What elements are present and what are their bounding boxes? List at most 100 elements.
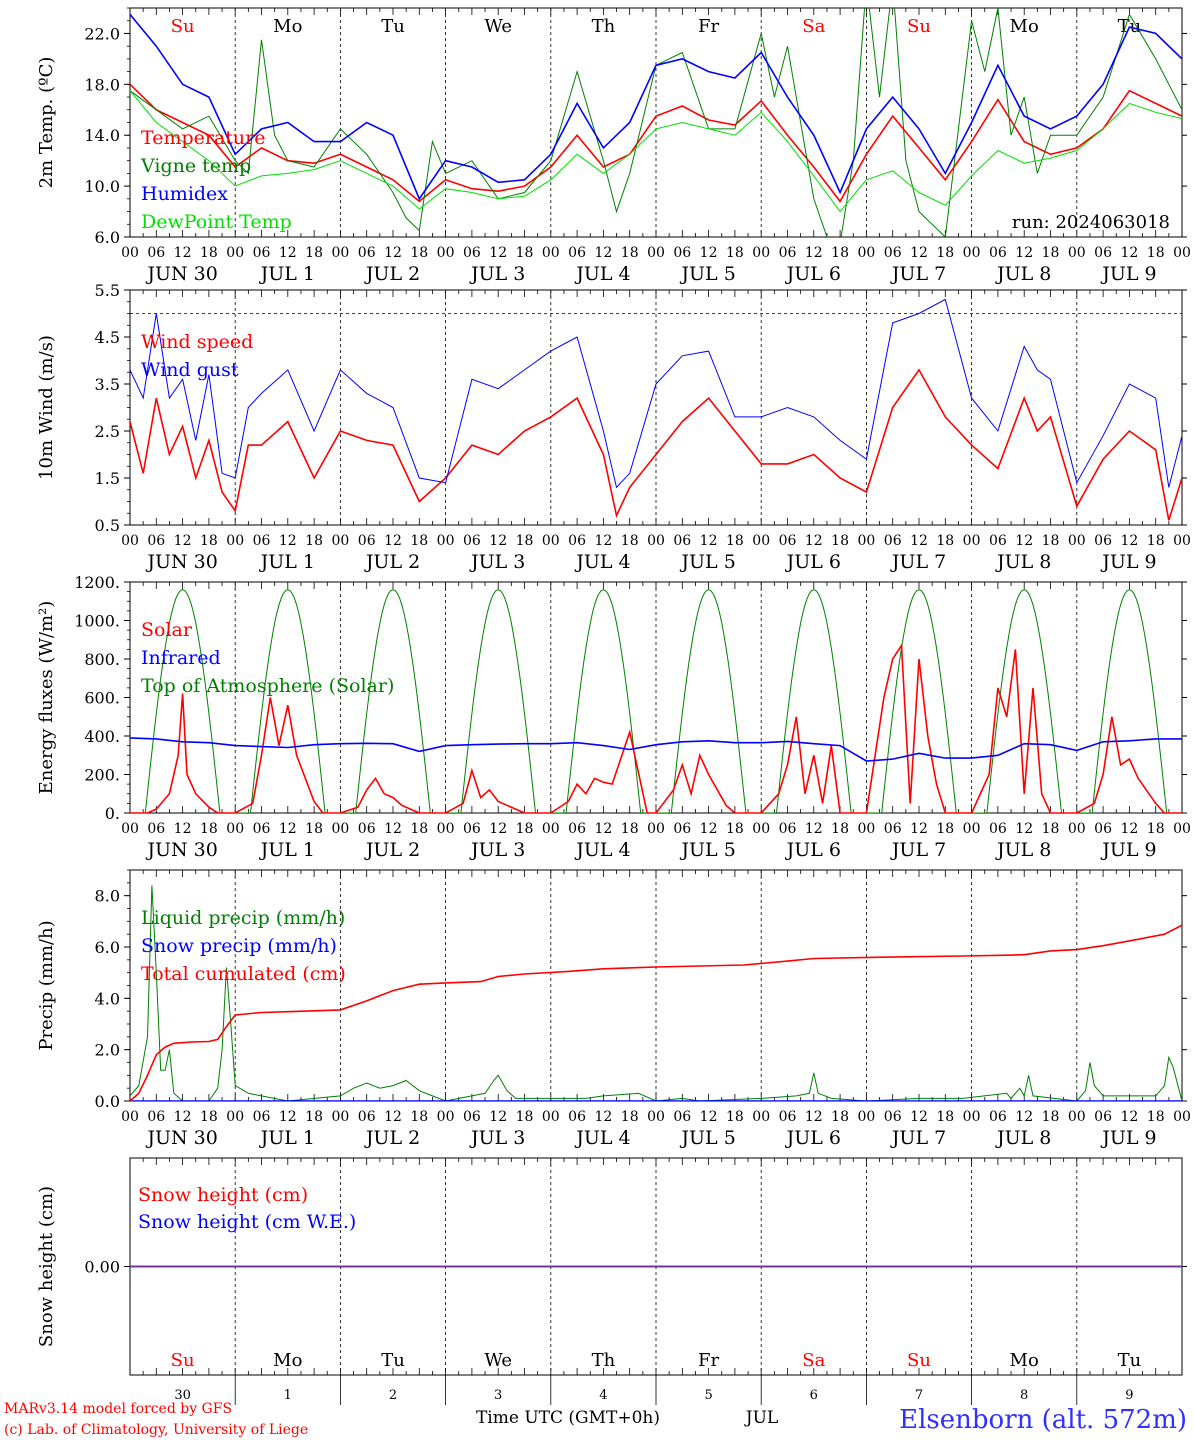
legend-entry: Snow precip (mm/h) bbox=[141, 935, 337, 957]
hour-label: 06 bbox=[147, 245, 165, 261]
hour-label: 00 bbox=[1068, 821, 1086, 837]
date-label: JUL 7 bbox=[890, 263, 946, 285]
day-number: 1 bbox=[284, 1388, 292, 1403]
legend-entry: Infrared bbox=[141, 647, 221, 669]
hour-label: 00 bbox=[752, 245, 770, 261]
date-label: JUL 9 bbox=[1100, 263, 1156, 285]
hour-label: 06 bbox=[989, 533, 1007, 549]
series-line-vigne-temp bbox=[130, 8, 1182, 237]
hour-label: 06 bbox=[358, 821, 376, 837]
hour-label: 06 bbox=[884, 821, 902, 837]
date-label: JUL 9 bbox=[1100, 551, 1156, 573]
hour-label: 06 bbox=[463, 533, 481, 549]
date-label: JUN 30 bbox=[145, 551, 217, 573]
hour-label: 00 bbox=[1173, 533, 1191, 549]
hour-label: 12 bbox=[910, 1109, 928, 1125]
hour-label: 00 bbox=[857, 533, 875, 549]
y-tick-label: 0.0 bbox=[95, 1092, 120, 1111]
date-label: JUL 3 bbox=[469, 263, 525, 285]
hour-label: 00 bbox=[542, 821, 560, 837]
hour-label: 18 bbox=[621, 821, 639, 837]
meteogram-panels: 6.010.014.018.022.02m Temp. (ºC)00 06 12 18… bbox=[36, 7, 1191, 1405]
hour-label: 18 bbox=[410, 245, 428, 261]
y-axis-label: 2m Temp. (ºC) bbox=[36, 57, 57, 189]
hour-label: 18 bbox=[200, 245, 218, 261]
hour-label: 00 bbox=[647, 821, 665, 837]
hour-label: 12 bbox=[594, 245, 612, 261]
date-label: JUL 6 bbox=[785, 551, 841, 573]
hour-label: 18 bbox=[936, 533, 954, 549]
hour-label: 00 bbox=[647, 1109, 665, 1125]
hour-label: 18 bbox=[516, 533, 534, 549]
series-group bbox=[130, 885, 1182, 1101]
legend-entry: Temperature bbox=[141, 127, 265, 149]
hour-label: 12 bbox=[384, 533, 402, 549]
legend-entry: DewPoint Temp bbox=[141, 211, 292, 233]
date-label: JUL 7 bbox=[890, 551, 946, 573]
footer: MARv3.14 model forced by GFS (c) Lab. of… bbox=[4, 1401, 1187, 1438]
y-tick-label: 4.5 bbox=[95, 328, 120, 347]
hour-label: 00 bbox=[437, 1109, 455, 1125]
date-label: JUL 4 bbox=[574, 263, 630, 285]
hour-label: 18 bbox=[936, 821, 954, 837]
hour-label: 00 bbox=[331, 533, 349, 549]
date-label: JUL 1 bbox=[259, 839, 315, 861]
date-label: JUL 2 bbox=[364, 839, 420, 861]
time-axis-label: Time UTC (GMT+0h) bbox=[476, 1408, 660, 1428]
series-group bbox=[130, 589, 1182, 813]
y-tick-label: 1.5 bbox=[95, 469, 120, 488]
hour-label: 12 bbox=[910, 533, 928, 549]
day-of-week-label: Su bbox=[171, 16, 195, 37]
hour-label: 06 bbox=[989, 821, 1007, 837]
hour-label: 00 bbox=[1068, 533, 1086, 549]
run-label: run: 2024063018 bbox=[1012, 212, 1170, 233]
series-group bbox=[130, 298, 1182, 521]
hour-label: 00 bbox=[121, 533, 139, 549]
hour-label: 00 bbox=[857, 821, 875, 837]
day-of-week-label: Mo bbox=[1010, 1350, 1039, 1371]
day-of-week-label: Fr bbox=[698, 16, 719, 37]
hour-label: 06 bbox=[673, 245, 691, 261]
hour-label: 12 bbox=[805, 533, 823, 549]
day-of-week-label: Mo bbox=[1010, 16, 1039, 37]
date-label: JUL 6 bbox=[785, 1127, 841, 1149]
series-line-wind-gust bbox=[130, 298, 1182, 489]
date-label: JUN 30 bbox=[145, 839, 217, 861]
y-tick-label: 800. bbox=[84, 650, 120, 669]
hour-label: 12 bbox=[910, 245, 928, 261]
y-tick-label: 200. bbox=[84, 766, 120, 785]
hour-label: 18 bbox=[726, 533, 744, 549]
y-tick-label: 0.00 bbox=[84, 1258, 120, 1277]
hour-label: 06 bbox=[673, 821, 691, 837]
hour-label: 18 bbox=[516, 245, 534, 261]
hour-label: 12 bbox=[489, 1109, 507, 1125]
hour-label: 18 bbox=[831, 533, 849, 549]
series-line-liquid-precip-mm-h bbox=[130, 885, 1182, 1101]
hour-label: 18 bbox=[831, 1109, 849, 1125]
hour-label: 00 bbox=[331, 245, 349, 261]
series-line-infrared bbox=[130, 737, 1182, 762]
hour-label: 00 bbox=[647, 245, 665, 261]
hour-label: 00 bbox=[752, 533, 770, 549]
hour-label: 12 bbox=[805, 1109, 823, 1125]
day-of-week-label: We bbox=[484, 1350, 512, 1371]
day-number: 4 bbox=[599, 1388, 607, 1403]
hour-label: 12 bbox=[1120, 245, 1138, 261]
hour-label: 18 bbox=[621, 1109, 639, 1125]
date-label: JUL 4 bbox=[574, 551, 630, 573]
hour-label: 12 bbox=[384, 821, 402, 837]
hour-label: 12 bbox=[1015, 1109, 1033, 1125]
day-number: 8 bbox=[1020, 1388, 1028, 1403]
station-label: Elsenborn (alt. 572m) bbox=[899, 1405, 1187, 1435]
hour-label: 00 bbox=[226, 533, 244, 549]
hour-label: 12 bbox=[805, 821, 823, 837]
hour-label: 18 bbox=[1042, 821, 1060, 837]
series-line-dewpoint-temp bbox=[130, 90, 1182, 213]
hour-label: 06 bbox=[989, 1109, 1007, 1125]
hour-label: 00 bbox=[752, 1109, 770, 1125]
hour-label: 06 bbox=[989, 245, 1007, 261]
y-tick-label: 1200. bbox=[74, 573, 120, 592]
legend-entry: Snow height (cm W.E.) bbox=[138, 1211, 356, 1233]
hour-label: 06 bbox=[673, 1109, 691, 1125]
series-line-solar bbox=[130, 643, 1182, 813]
